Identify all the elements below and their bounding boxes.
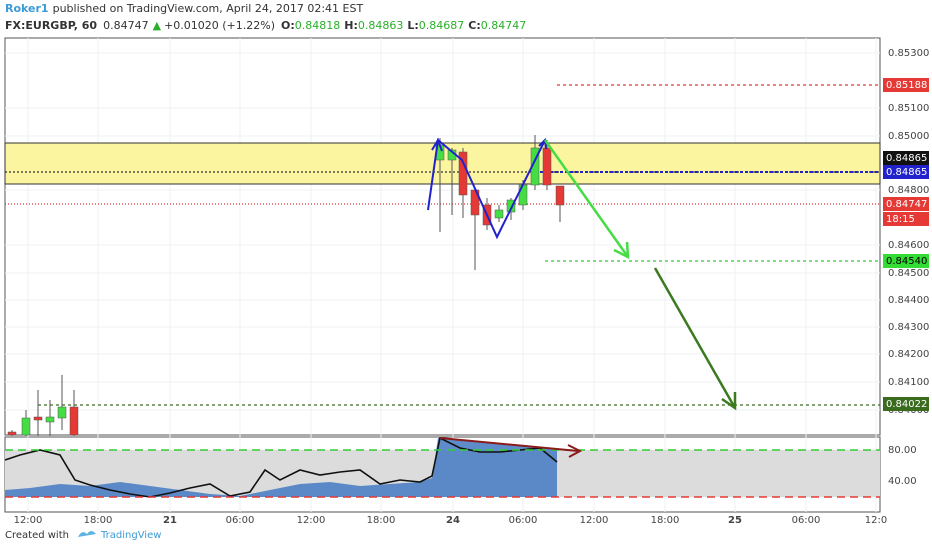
ohlc-value: 0.84747 — [481, 19, 527, 32]
price-marker: 0.84022 — [886, 399, 927, 410]
change: +0.01020 (+1.22%) — [164, 19, 275, 32]
price-label: 0.85100 — [888, 103, 929, 114]
candle-body — [57, 406, 67, 419]
time-label: 25 — [728, 515, 742, 526]
price-marker-box — [883, 397, 929, 411]
osc-label: 40.00 — [888, 476, 917, 487]
arrow-line — [653, 267, 737, 409]
zigzag — [427, 138, 546, 240]
price-label: 0.84200 — [888, 349, 929, 360]
candle-body — [33, 416, 43, 421]
price-marker-box — [883, 254, 929, 268]
price-label: 0.84600 — [888, 240, 929, 251]
footer-text: Created with — [5, 530, 69, 541]
time-label: 06:00 — [792, 515, 821, 526]
osc-label: 80.00 — [888, 445, 917, 456]
arrow-head — [613, 241, 630, 260]
ohlc-label: O: — [281, 19, 295, 32]
footer-brand[interactable]: TradingView — [100, 530, 161, 541]
arrow-line — [543, 139, 630, 258]
time-label: 24 — [446, 515, 460, 526]
price-label: 0.85300 — [888, 48, 929, 59]
published: published on TradingView.com, April 24, … — [53, 2, 364, 15]
price-marker-box — [883, 197, 929, 211]
candle-body — [494, 209, 504, 219]
up-arrow: ▲ — [153, 19, 162, 32]
price-label: 0.85000 — [888, 131, 929, 142]
price-label: 0.84500 — [888, 268, 929, 279]
price-marker: 0.84865 — [886, 167, 927, 178]
time-label: 12:00 — [580, 515, 609, 526]
price-marker: 0.84540 — [886, 256, 927, 267]
osc-line — [4, 436, 558, 498]
ohlc-label: H: — [344, 19, 358, 32]
candle-body — [45, 416, 55, 423]
symbol: FX:EURGBP, 60 — [5, 19, 97, 32]
time-label: 06:00 — [226, 515, 255, 526]
time-label: 12:0 — [865, 515, 887, 526]
candle-body — [506, 199, 516, 213]
author[interactable]: Roker1 — [5, 2, 49, 15]
candles — [7, 135, 565, 436]
arrow-head — [721, 392, 737, 411]
candle-body — [555, 185, 565, 206]
time-label: 06:00 — [509, 515, 538, 526]
time-label: 18:00 — [367, 515, 396, 526]
time-label: 12:00 — [297, 515, 326, 526]
candle-body — [458, 151, 468, 196]
grid — [5, 38, 880, 512]
quote-line: FX:EURGBP, 60 0.84747 ▲ +0.01020 (+1.22%) O:… — [5, 19, 526, 32]
time-label: 18:00 — [84, 515, 113, 526]
candle-body — [7, 431, 17, 436]
levels — [5, 84, 880, 406]
price-marker: 0.85188 — [886, 80, 927, 91]
axes: 0.85300 0.85100 0.85000 0.84800 0.84600 0.845… — [14, 48, 930, 526]
ohlc-value: 0.84863 — [358, 19, 404, 32]
ohlc-value: 0.84818 — [295, 19, 341, 32]
divergence-line — [439, 437, 579, 452]
main-pane — [4, 37, 881, 436]
divergence-arrow — [567, 444, 583, 458]
price-label: 0.84300 — [888, 322, 929, 333]
last: 0.84747 — [103, 19, 149, 32]
header: Roker1 published on TradingView.com, Apri… — [5, 2, 363, 15]
ohlc-value: 0.84687 — [419, 19, 465, 32]
ohlc-label: L: — [407, 19, 418, 32]
ohlc-label: C: — [468, 19, 480, 32]
candle-body — [542, 147, 552, 186]
price-marker: 0.84747 — [886, 199, 927, 210]
price-marker: 0.84865 — [886, 153, 927, 164]
price-marker-box — [883, 165, 929, 179]
price-marker: 18:15 — [886, 214, 915, 225]
price-marker-box — [883, 212, 929, 226]
price-label: 0.84100 — [888, 377, 929, 388]
logo — [78, 531, 96, 537]
price-label: 0.84400 — [888, 295, 929, 306]
candle-body — [69, 406, 79, 436]
time-label: 18:00 — [651, 515, 680, 526]
price-marker-box — [883, 78, 929, 92]
candle-body — [21, 417, 31, 436]
time-label: 12:00 — [14, 515, 43, 526]
price-label: 0.84800 — [888, 185, 929, 196]
time-label: 21 — [163, 515, 177, 526]
price-marker-box — [883, 151, 929, 165]
